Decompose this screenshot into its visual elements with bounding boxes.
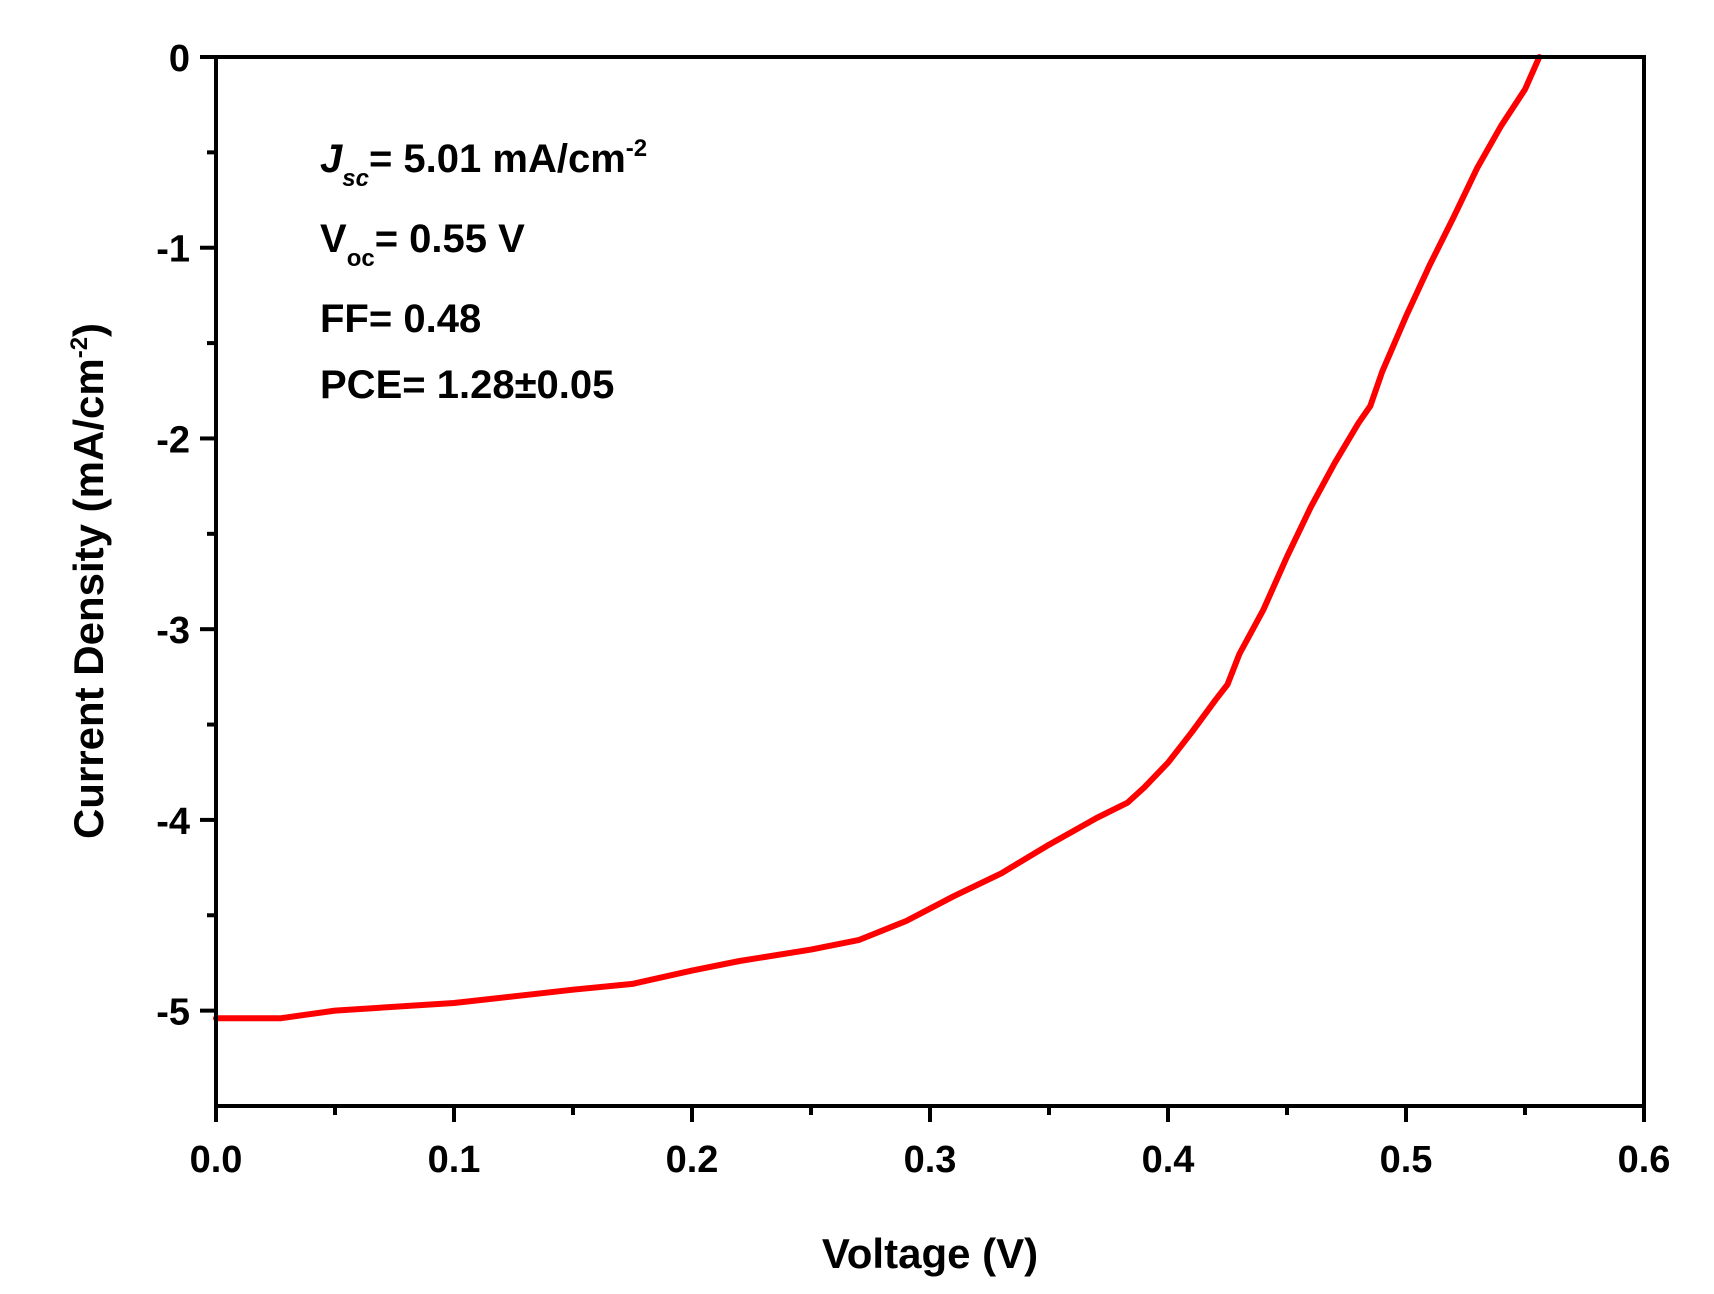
y-tick-label: -2	[156, 419, 190, 461]
annotation-voc-symbol: V	[320, 217, 347, 261]
annotation-jsc-text: = 5.01 mA/cm	[369, 137, 626, 181]
y-tick-label: -5	[156, 992, 190, 1034]
x-tick-label: 0.3	[904, 1139, 957, 1181]
jv-curve-line	[213, 54, 1543, 1022]
tick-labels: 0.0 0.1 0.2 0.3 0.4 0.5 0.6 0 -1 -2 -3 -4 -5	[156, 38, 1670, 1181]
y-axis-title-main: Current Density (mA/cm	[65, 358, 112, 839]
annotation-pce: PCE= 1.28±0.05	[320, 363, 614, 407]
x-tick-label: 0.4	[1142, 1139, 1195, 1181]
annotation-jsc-symbol: J	[320, 137, 343, 181]
x-tick-label: 0.1	[428, 1139, 481, 1181]
annotation-jsc-sup: -2	[626, 135, 647, 162]
annotation-voc: Voc= 0.55 V	[320, 217, 525, 272]
x-axis-title: Voltage (V)	[822, 1230, 1038, 1277]
annotation-voc-sub: oc	[347, 245, 375, 272]
y-axis-title: Current Density (mA/cm-2)	[65, 323, 112, 839]
y-axis-title-close: )	[65, 323, 112, 337]
x-tick-label: 0.5	[1380, 1139, 1433, 1181]
y-tick-label: -1	[156, 229, 190, 271]
x-tick-label: 0.6	[1618, 1139, 1671, 1181]
y-tick-label: -4	[156, 801, 190, 843]
annotation-jsc-sub: sc	[342, 165, 369, 192]
y-tick-label: -3	[156, 610, 190, 652]
x-tick-label: 0.0	[190, 1139, 243, 1181]
annotation-jsc: Jsc= 5.01 mA/cm-2	[320, 135, 647, 192]
annotation-voc-text: = 0.55 V	[375, 217, 525, 261]
y-tick-label: 0	[169, 38, 190, 80]
plot-frame	[214, 55, 1646, 1108]
annotation-ff: FF= 0.48	[320, 297, 481, 341]
x-tick-label: 0.2	[666, 1139, 719, 1181]
y-axis-title-sup: -2	[66, 337, 93, 358]
annotation-block: Jsc= 5.01 mA/cm-2 Voc= 0.55 V FF= 0.48 P…	[320, 135, 647, 407]
